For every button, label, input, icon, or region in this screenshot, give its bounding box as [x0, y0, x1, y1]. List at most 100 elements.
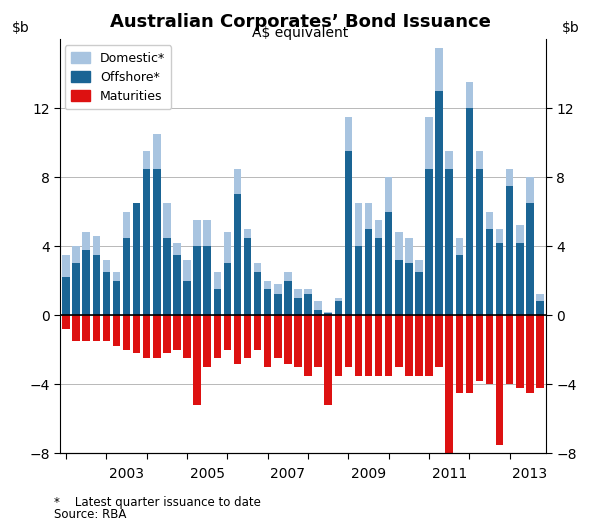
Bar [314, 301, 322, 315]
Bar [355, 203, 362, 315]
Text: 2007: 2007 [271, 467, 305, 481]
Text: $b: $b [562, 21, 580, 35]
Bar [304, 315, 312, 376]
Bar [526, 203, 533, 315]
Bar [82, 232, 90, 315]
Text: $b: $b [11, 21, 29, 35]
Bar [203, 246, 211, 315]
Bar [365, 203, 373, 315]
Bar [153, 134, 161, 315]
Bar [466, 315, 473, 393]
Bar [436, 91, 443, 315]
Bar [436, 315, 443, 367]
Bar [183, 315, 191, 358]
Bar [274, 294, 281, 315]
Bar [335, 298, 342, 315]
Bar [264, 281, 271, 315]
Bar [516, 243, 524, 315]
Bar [496, 229, 503, 315]
Bar [294, 315, 302, 367]
Bar [233, 315, 241, 364]
Bar [103, 315, 110, 341]
Bar [506, 168, 514, 315]
Bar [92, 236, 100, 315]
Bar [103, 260, 110, 315]
Bar [143, 168, 151, 315]
Bar [526, 315, 533, 393]
Bar [113, 281, 120, 315]
Bar [365, 229, 373, 315]
Bar [536, 301, 544, 315]
Bar [214, 315, 221, 358]
Bar [73, 246, 80, 315]
Bar [445, 151, 453, 315]
Bar [476, 315, 483, 381]
Bar [224, 232, 231, 315]
Bar [415, 315, 423, 376]
Bar [92, 255, 100, 315]
Bar [355, 315, 362, 376]
Bar [233, 168, 241, 315]
Bar [415, 272, 423, 315]
Bar [203, 220, 211, 315]
Bar [436, 48, 443, 315]
Bar [385, 315, 392, 376]
Bar [344, 117, 352, 315]
Bar [244, 315, 251, 358]
Bar [536, 315, 544, 388]
Bar [476, 151, 483, 315]
Text: 2005: 2005 [190, 467, 225, 481]
Bar [294, 289, 302, 315]
Bar [506, 315, 514, 384]
Text: Source: RBA: Source: RBA [54, 508, 127, 521]
Bar [163, 203, 170, 315]
Bar [62, 277, 70, 315]
Bar [395, 260, 403, 315]
Bar [143, 315, 151, 358]
Bar [214, 289, 221, 315]
Bar [103, 272, 110, 315]
Bar [455, 255, 463, 315]
Bar [486, 229, 493, 315]
Bar [214, 272, 221, 315]
Bar [395, 232, 403, 315]
Bar [335, 315, 342, 376]
Bar [506, 186, 514, 315]
Text: 2009: 2009 [351, 467, 386, 481]
Bar [123, 212, 130, 315]
Bar [385, 177, 392, 315]
Bar [476, 168, 483, 315]
Bar [133, 315, 140, 353]
Bar [133, 203, 140, 315]
Bar [325, 312, 332, 315]
Bar [173, 255, 181, 315]
Bar [455, 315, 463, 393]
Bar [344, 315, 352, 367]
Bar [526, 177, 533, 315]
Bar [224, 315, 231, 350]
Bar [143, 151, 151, 315]
Bar [82, 250, 90, 315]
Bar [405, 315, 413, 376]
Bar [203, 315, 211, 367]
Bar [486, 212, 493, 315]
Bar [335, 301, 342, 315]
Text: Australian Corporates’ Bond Issuance: Australian Corporates’ Bond Issuance [110, 13, 490, 31]
Bar [153, 315, 161, 358]
Bar [455, 238, 463, 315]
Bar [304, 289, 312, 315]
Bar [425, 117, 433, 315]
Bar [314, 315, 322, 367]
Bar [193, 315, 201, 405]
Bar [254, 264, 262, 315]
Bar [153, 168, 161, 315]
Bar [62, 255, 70, 315]
Bar [365, 315, 373, 376]
Bar [304, 294, 312, 315]
Bar [325, 314, 332, 315]
Bar [355, 246, 362, 315]
Bar [183, 260, 191, 315]
Bar [274, 315, 281, 358]
Bar [284, 315, 292, 364]
Bar [314, 310, 322, 315]
